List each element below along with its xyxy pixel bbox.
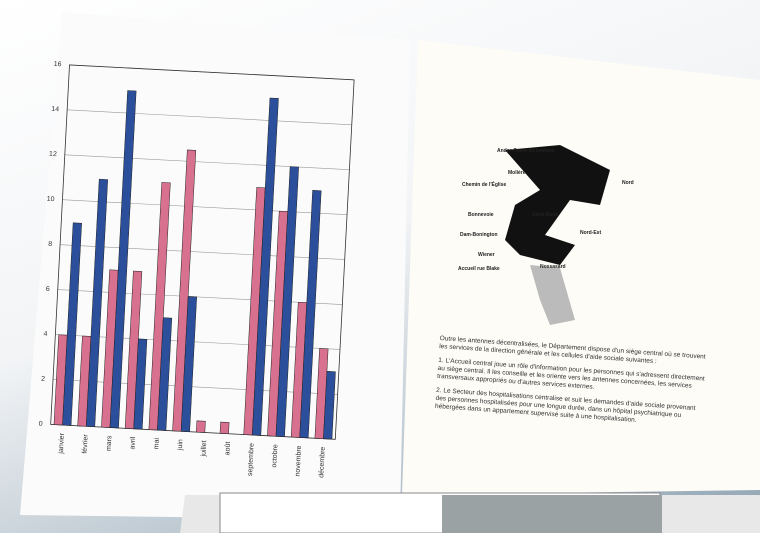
x-tick-label: novembre: [294, 445, 303, 477]
x-tick-label: février: [82, 433, 90, 453]
bar: [172, 149, 197, 432]
map-label: Nord-Est: [580, 230, 602, 236]
map-label: Ander-Ouest-Bonnevoie: [497, 148, 555, 154]
map-label: Nossasard: [540, 264, 566, 270]
y-tick-label: 12: [49, 151, 57, 158]
map-label: Dam-Bonington: [460, 232, 498, 238]
x-tick-label: avril: [129, 436, 137, 450]
bar: [109, 90, 137, 429]
x-tick-label: octobre: [271, 444, 279, 468]
bar: [180, 296, 197, 432]
x-tick-label: septembre: [247, 443, 256, 477]
map-label: Bonnevoie: [468, 212, 494, 218]
map-label: Saint-Roch: [532, 212, 559, 218]
y-tick-label: 0: [39, 421, 43, 428]
grid-line: [53, 379, 338, 395]
map-label: Wiener: [478, 252, 495, 258]
bar: [148, 182, 171, 431]
y-tick-label: 14: [51, 106, 59, 113]
map-label: Molière: [508, 170, 526, 176]
plot: 0 2 4 6 8 10 12 14 16 janvier février mars avril mai j…: [39, 61, 355, 478]
bar: [219, 421, 230, 435]
bar: [196, 420, 206, 433]
map-shape-grey: [530, 265, 575, 325]
bar: [275, 166, 299, 437]
x-tick-label: mai: [153, 437, 161, 449]
y-tick-label: 6: [46, 286, 50, 293]
plot-frame: [50, 64, 355, 440]
grid-line: [57, 289, 343, 305]
map-label: Accueil rue Blake: [458, 266, 500, 272]
x-tick-label: juillet: [200, 440, 208, 457]
grid-line: [62, 199, 348, 215]
lower-image: [442, 495, 662, 533]
y-tick-label: 10: [46, 196, 54, 203]
bar: [299, 190, 322, 439]
bar: [62, 222, 82, 426]
y-tick-label: 4: [43, 331, 47, 338]
x-tick-label: juin: [177, 439, 185, 451]
grid-line: [60, 244, 345, 260]
right-page: [402, 40, 760, 495]
y-tick-label: 2: [41, 376, 45, 383]
bar: [133, 338, 148, 430]
x-tick-label: décembre: [318, 446, 327, 478]
map-label: Chemin de l'Église: [462, 182, 507, 188]
grid-line: [55, 334, 341, 350]
grid-line: [67, 109, 352, 126]
x-tick-label: août: [224, 442, 232, 456]
bar: [252, 97, 279, 436]
y-tick-label: 16: [54, 61, 62, 68]
bar: [323, 371, 336, 440]
bar: [85, 178, 108, 427]
grid-line: [64, 154, 350, 171]
bar: [157, 317, 173, 431]
map-shape: [505, 145, 610, 265]
x-tick-label: janvier: [58, 432, 66, 455]
y-tick-label: 8: [48, 241, 52, 248]
x-tick-label: mars: [106, 435, 114, 451]
map-label: Nord: [622, 180, 634, 186]
